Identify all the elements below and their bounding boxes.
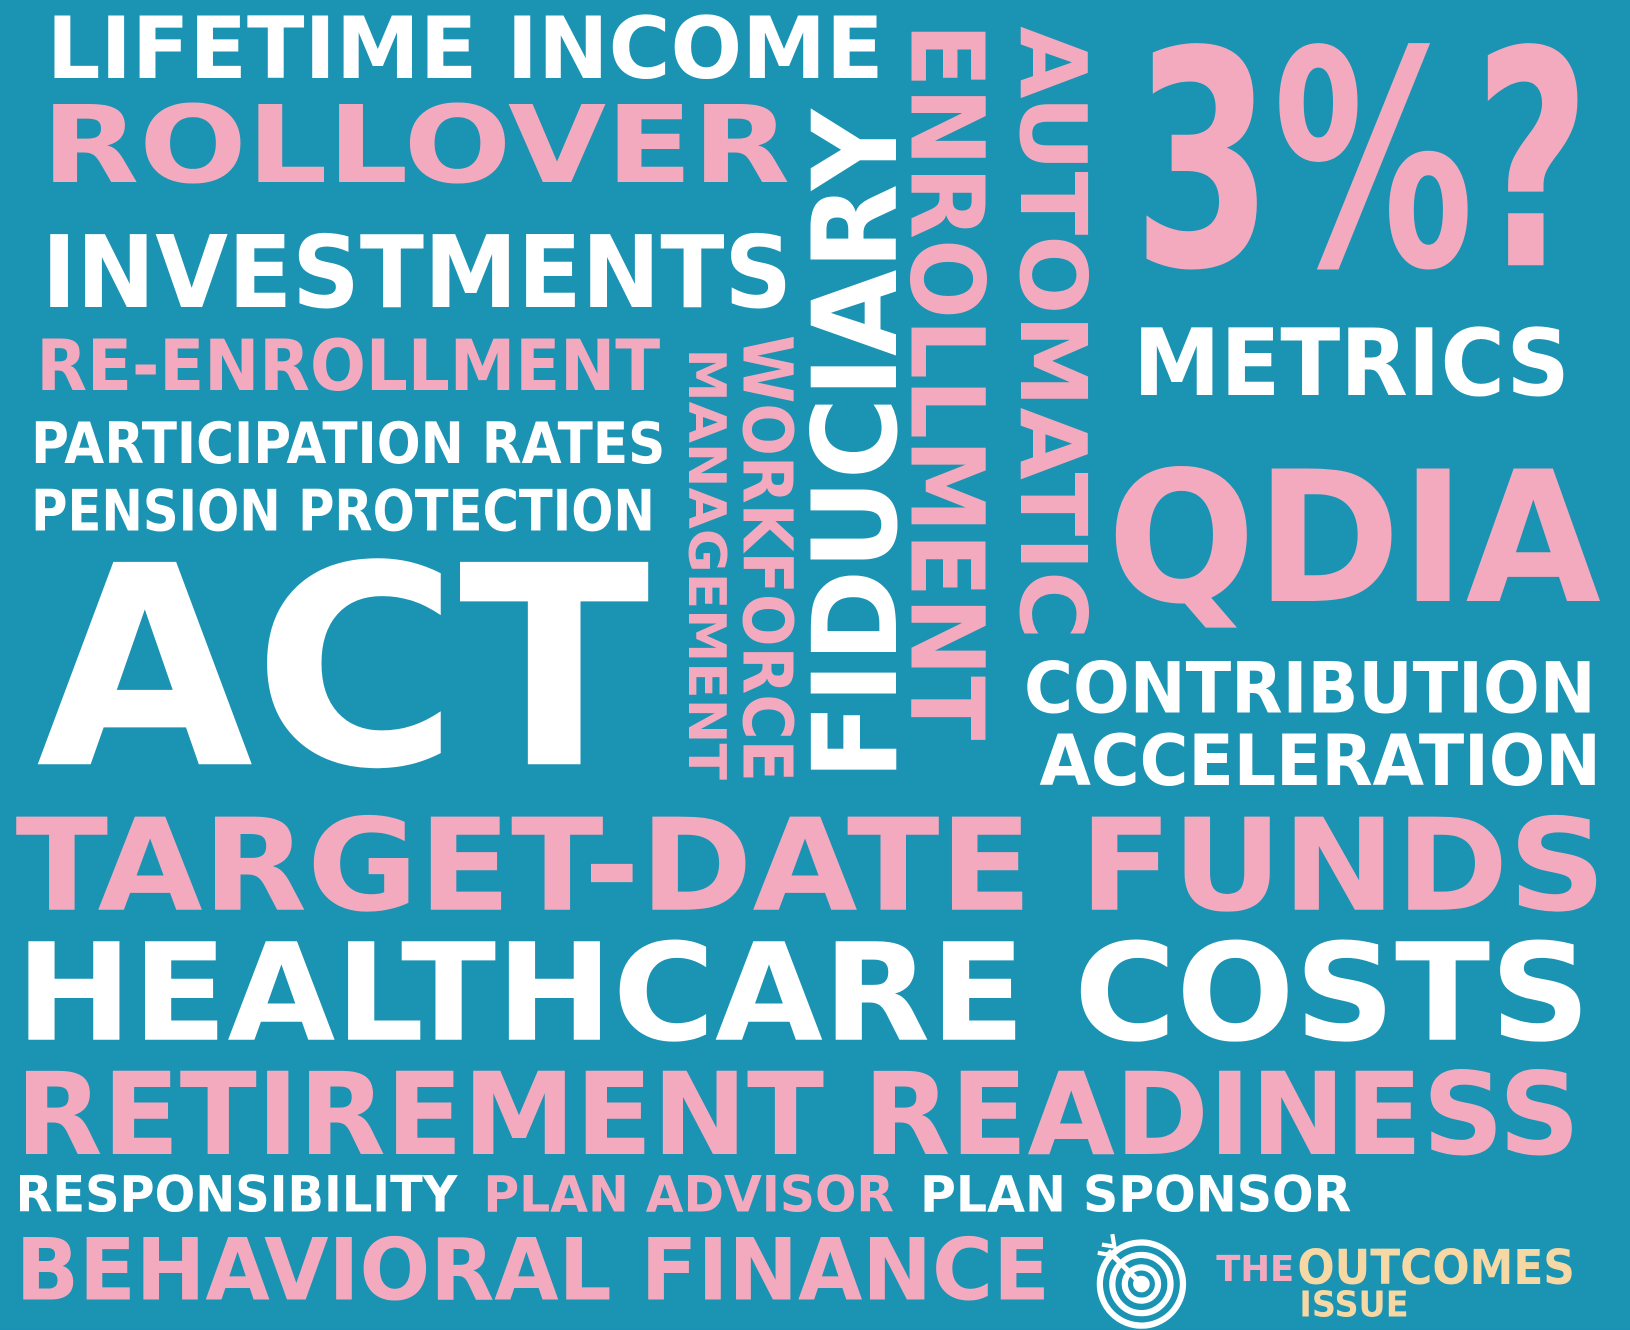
logo-issue: ISSUE [1299, 1284, 1408, 1325]
word: INVESTMENTS [42, 214, 793, 331]
word: METRICS [1133, 309, 1570, 417]
logo-the: THE [1216, 1249, 1294, 1290]
word: RETIREMENT READINESS [16, 1048, 1581, 1181]
word: PENSION PROTECTION [31, 478, 655, 544]
word: ENROLLMENT [887, 23, 1006, 740]
word: AUTOMATIC [999, 26, 1106, 639]
word: FIDUCIARY [789, 108, 924, 780]
word: LIFETIME INCOME [47, 0, 884, 99]
word: PLAN SPONSOR [920, 1165, 1351, 1223]
word: RE-ENROLLMENT [36, 324, 660, 407]
word: QDIA [1107, 432, 1601, 644]
word: ACT [36, 507, 651, 830]
word: PLAN ADVISOR [483, 1165, 894, 1223]
word: TARGET-DATE FUNDS [16, 792, 1606, 941]
word: 3%? [1133, 0, 1590, 336]
word: ACCELERATION [1040, 719, 1601, 802]
word: HEALTHCARE COSTS [16, 915, 1591, 1072]
word: RESPONSIBILITY [16, 1165, 459, 1223]
logo-outcomes: OUTCOMES [1297, 1241, 1575, 1296]
word: MANAGEMENT [676, 348, 736, 780]
word: BEHAVIORAL FINANCE [16, 1222, 1050, 1321]
target-icon [1096, 1233, 1187, 1329]
word: ROLLOVER [42, 84, 790, 208]
word: WORKFORCE [726, 335, 806, 782]
word: CONTRIBUTION [1024, 646, 1596, 729]
word: PARTICIPATION RATES [31, 411, 665, 477]
